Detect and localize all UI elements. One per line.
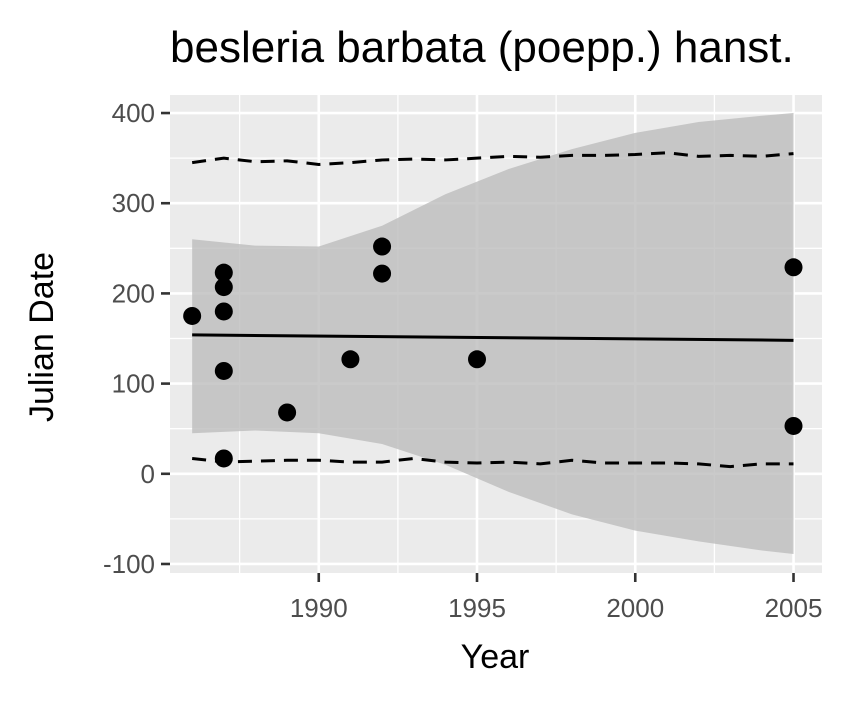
data-point [784, 258, 803, 277]
data-point [468, 350, 487, 369]
x-tick-label: 2000 [606, 593, 664, 623]
x-tick-label: 2005 [765, 593, 823, 623]
x-axis: 1990 1995 2000 2005 [290, 573, 823, 623]
y-tick-label: 200 [112, 278, 155, 308]
data-point [341, 350, 360, 369]
lower-quantile-line [191, 456, 794, 469]
x-tick-label: 1990 [290, 593, 348, 623]
upper-quantile-line [191, 151, 794, 166]
data-point [214, 361, 233, 380]
data-point [214, 302, 233, 321]
data-point [278, 403, 297, 422]
data-point [373, 237, 392, 256]
data-point [784, 416, 803, 435]
y-axis: -100 0 100 200 300 400 [103, 98, 170, 579]
y-tick-label: 300 [112, 188, 155, 218]
x-axis-title: Year [461, 638, 530, 676]
chart-title: besleria barbata (poepp.) hanst. [170, 23, 794, 72]
y-axis-title: Julian Date [23, 252, 61, 422]
trend-line [192, 333, 794, 342]
y-tick-label: 400 [112, 98, 155, 128]
data-point [373, 264, 392, 283]
y-tick-label: 100 [112, 369, 155, 399]
y-tick-label: 0 [141, 459, 155, 489]
data-point [214, 263, 233, 282]
data-point [183, 306, 202, 325]
data-points [183, 237, 803, 468]
plot-panel [170, 95, 822, 573]
x-tick-label: 1995 [448, 593, 506, 623]
data-point [214, 449, 233, 468]
confidence-band [192, 113, 794, 555]
data-point [214, 278, 233, 297]
y-tick-label: -100 [103, 549, 155, 579]
